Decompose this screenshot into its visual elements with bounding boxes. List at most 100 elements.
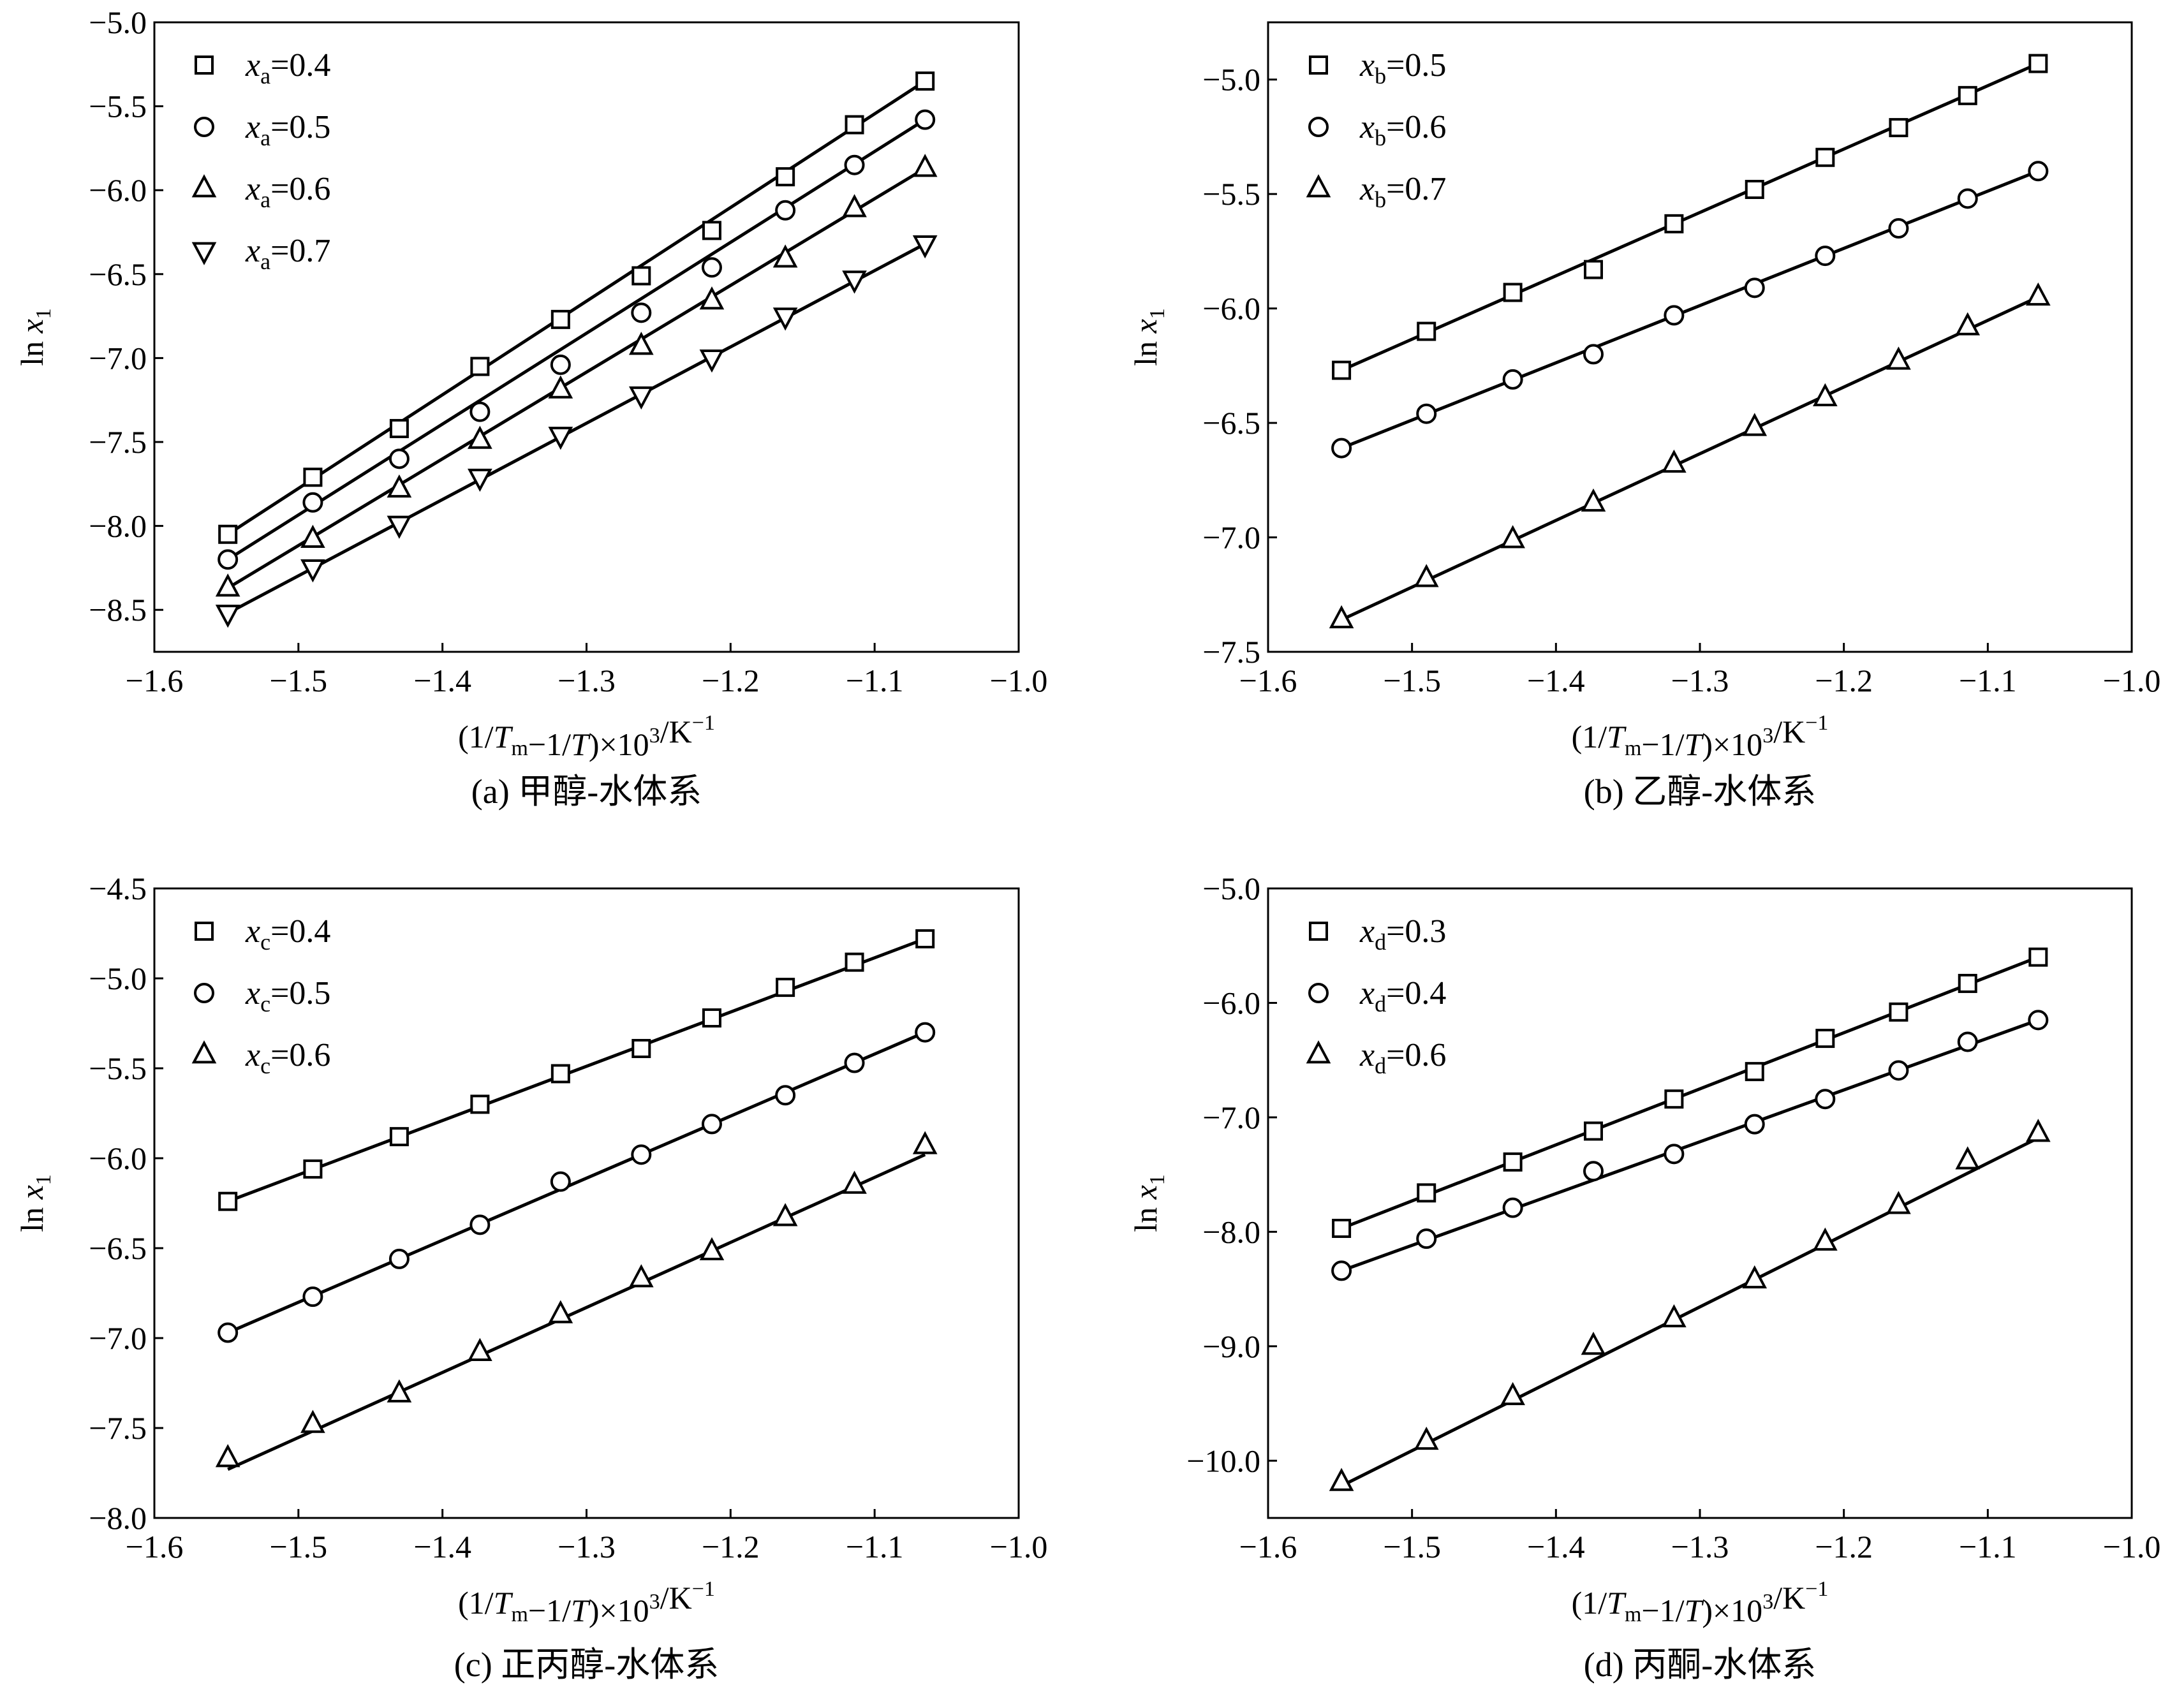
- data-point-triangle-up: [699, 1237, 725, 1261]
- data-point-square: [1815, 147, 1835, 167]
- x-axis-label-part: −1: [1805, 711, 1828, 735]
- x-axis-label-part: )×10: [1702, 726, 1762, 762]
- x-axis-label-part: T: [571, 726, 591, 762]
- x-tick-label: −1.2: [702, 1529, 760, 1564]
- y-tick-label: −8.0: [89, 508, 147, 544]
- data-point-square: [631, 1038, 651, 1058]
- x-axis-label-part: −1/: [1641, 1593, 1684, 1628]
- data-point-circle: [1815, 246, 1836, 267]
- data-point-triangle-up: [1581, 488, 1606, 512]
- data-point-triangle-up: [1414, 1426, 1439, 1450]
- legend-label-part: =0.6: [1386, 1037, 1446, 1073]
- data-point-square: [1958, 973, 1977, 993]
- data-point-circle: [915, 109, 936, 130]
- data-point-circle: [2028, 161, 2049, 182]
- data-point-circle: [388, 1248, 410, 1269]
- y-tick-label: −7.0: [89, 340, 147, 376]
- x-axis-label: (1/Tm−1/T)×103/K−1: [458, 1577, 715, 1628]
- x-axis-label-part: /K: [1773, 1580, 1805, 1616]
- legend-label-part: d: [1375, 991, 1386, 1017]
- fit-line-square: [227, 937, 926, 1204]
- y-tick-label: −5.0: [1202, 62, 1260, 98]
- data-point-square: [1958, 85, 1977, 105]
- legend-marker-triangle-up: [191, 1040, 217, 1064]
- x-tick-label: −1.2: [1815, 663, 1873, 698]
- x-axis-label-part: −1: [692, 711, 715, 735]
- y-axis-label-part: x: [1128, 319, 1163, 334]
- x-tick-label: −1.3: [557, 1529, 616, 1564]
- data-point-square: [303, 1159, 323, 1179]
- y-axis-label-part: 1: [1146, 308, 1169, 319]
- x-axis-label: (1/Tm−1/T)×103/K−1: [458, 711, 715, 762]
- y-tick-label: −5.5: [89, 89, 147, 124]
- data-point-circle: [302, 492, 323, 513]
- legend-label-part: x: [1359, 975, 1375, 1012]
- legend-marker-square: [1309, 922, 1328, 941]
- data-point-triangle-up: [215, 1444, 240, 1468]
- data-point-triangle-up: [842, 1170, 867, 1194]
- y-tick-label: −7.0: [1202, 520, 1260, 556]
- panel-caption: (c) 正丙醇-水体系: [454, 1645, 719, 1684]
- x-axis-label-part: −1: [692, 1577, 715, 1601]
- fit-line-circle: [226, 118, 926, 561]
- legend-label: xc=0.6: [245, 1037, 330, 1079]
- data-point-circle: [218, 1322, 239, 1343]
- legend-label-part: =0.7: [270, 233, 330, 269]
- legend-label-part: x: [245, 233, 260, 269]
- x-axis-label-part: )×10: [1702, 1593, 1762, 1628]
- data-point-triangle-up: [1955, 1146, 1981, 1170]
- legend-label-part: a: [260, 125, 270, 151]
- data-point-triangle-down: [300, 559, 325, 583]
- x-tick-label: −1.0: [2103, 1529, 2161, 1564]
- legend-label: xd=0.3: [1359, 913, 1446, 955]
- y-tick-label: −10.0: [1186, 1443, 1260, 1478]
- data-point-triangle-up: [1812, 383, 1838, 407]
- data-point-square: [845, 115, 864, 135]
- data-point-circle: [1815, 1089, 1836, 1110]
- x-tick-label: −1.0: [990, 1529, 1048, 1564]
- legend-label-part: =0.4: [270, 47, 330, 84]
- data-point-triangle-up: [300, 1410, 325, 1433]
- fit-line-square: [1341, 62, 2039, 372]
- legend-label-part: a: [260, 63, 270, 89]
- data-point-square: [218, 1191, 238, 1211]
- x-tick-label: −1.4: [1527, 663, 1585, 698]
- x-tick-label: −1.3: [1671, 663, 1729, 698]
- data-point-triangle-up: [387, 474, 412, 498]
- y-axis-label-part: ln: [14, 333, 50, 365]
- data-point-triangle-down: [628, 386, 654, 410]
- legend-marker-circle: [194, 983, 214, 1003]
- data-point-triangle-up: [468, 425, 492, 449]
- data-point-circle: [631, 302, 652, 323]
- data-point-triangle-down: [772, 307, 798, 331]
- data-point-circle: [2028, 1010, 2049, 1031]
- data-point-circle: [550, 354, 571, 375]
- data-point-triangle-up: [772, 1203, 798, 1226]
- y-axis-label-part: ln: [1128, 333, 1163, 365]
- data-point-square: [702, 1008, 721, 1028]
- x-axis-label-part: m: [1625, 737, 1641, 760]
- data-point-triangle-up: [1414, 564, 1439, 587]
- data-point-square: [1584, 260, 1604, 279]
- data-point-triangle-up: [300, 524, 325, 548]
- data-point-circle: [844, 1052, 865, 1073]
- data-point-square: [776, 978, 795, 998]
- x-axis-label-part: T: [494, 719, 513, 755]
- y-tick-label: −6.0: [89, 1140, 147, 1176]
- y-tick-label: −8.0: [1202, 1214, 1260, 1249]
- x-tick-label: −1.4: [1527, 1529, 1585, 1564]
- data-point-triangle-down: [387, 515, 412, 539]
- data-point-circle: [1416, 1228, 1437, 1249]
- panel-caption: (a) 甲醇-水体系: [471, 772, 702, 811]
- data-point-circle: [1416, 403, 1437, 424]
- y-tick-label: −7.5: [1202, 634, 1260, 670]
- y-axis-label-part: 1: [1146, 1174, 1169, 1185]
- x-axis-label-part: T: [1607, 1585, 1627, 1621]
- data-point-circle: [469, 1214, 491, 1235]
- data-point-triangle-down: [215, 605, 240, 628]
- x-axis-label-part: 3: [1762, 1590, 1773, 1614]
- x-axis-label-part: m: [1625, 1603, 1641, 1626]
- data-point-square: [1664, 1089, 1684, 1109]
- data-point-triangle-up: [215, 573, 240, 597]
